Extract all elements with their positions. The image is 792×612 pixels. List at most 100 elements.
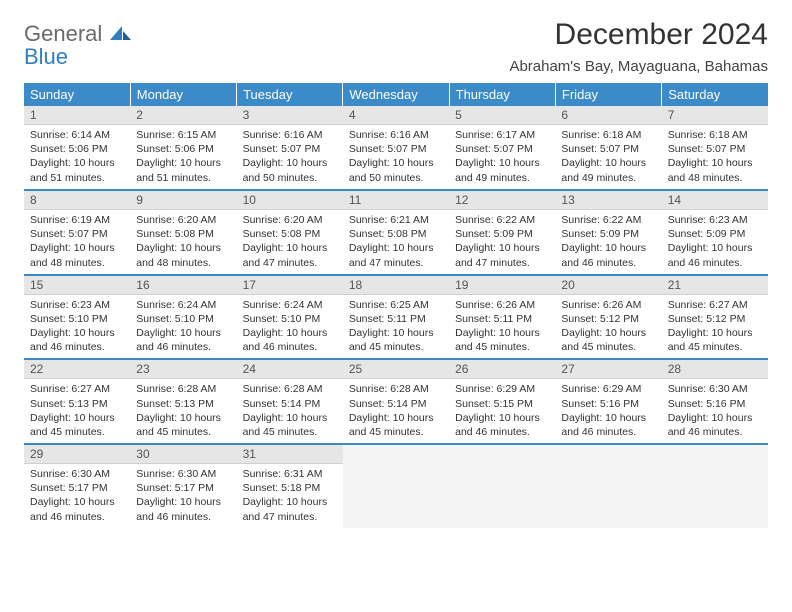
sunset-text: Sunset: 5:09 PM: [455, 227, 549, 241]
calendar-day-cell: 14Sunrise: 6:23 AMSunset: 5:09 PMDayligh…: [662, 190, 768, 275]
sunset-text: Sunset: 5:08 PM: [243, 227, 337, 241]
day-number: 2: [130, 106, 236, 125]
day-number: 16: [130, 276, 236, 295]
daylight-line1: Daylight: 10 hours: [349, 411, 443, 425]
day-details: Sunrise: 6:25 AMSunset: 5:11 PMDaylight:…: [343, 295, 449, 359]
daylight-line2: and 46 minutes.: [561, 425, 655, 439]
sunset-text: Sunset: 5:11 PM: [455, 312, 549, 326]
daylight-line2: and 45 minutes.: [349, 340, 443, 354]
day-number: 11: [343, 191, 449, 210]
daylight-line1: Daylight: 10 hours: [668, 326, 762, 340]
daylight-line1: Daylight: 10 hours: [136, 326, 230, 340]
brand-line1: General: [24, 21, 102, 46]
brand-logo: General Blue: [24, 18, 132, 68]
weekday-header: Wednesday: [343, 83, 449, 106]
sunset-text: Sunset: 5:07 PM: [668, 142, 762, 156]
sunrise-text: Sunrise: 6:29 AM: [455, 382, 549, 396]
sunrise-text: Sunrise: 6:28 AM: [349, 382, 443, 396]
day-details: Sunrise: 6:30 AMSunset: 5:17 PMDaylight:…: [24, 464, 130, 528]
day-details: Sunrise: 6:24 AMSunset: 5:10 PMDaylight:…: [237, 295, 343, 359]
day-number: 5: [449, 106, 555, 125]
sunset-text: Sunset: 5:08 PM: [136, 227, 230, 241]
daylight-line1: Daylight: 10 hours: [349, 326, 443, 340]
daylight-line2: and 47 minutes.: [243, 256, 337, 270]
daylight-line2: and 48 minutes.: [30, 256, 124, 270]
calendar-week-row: 29Sunrise: 6:30 AMSunset: 5:17 PMDayligh…: [24, 444, 768, 528]
sunset-text: Sunset: 5:06 PM: [136, 142, 230, 156]
day-number: 3: [237, 106, 343, 125]
calendar-page: General Blue December 2024 Abraham's Bay…: [0, 0, 792, 546]
daylight-line1: Daylight: 10 hours: [561, 411, 655, 425]
daylight-line1: Daylight: 10 hours: [668, 241, 762, 255]
daylight-line1: Daylight: 10 hours: [30, 495, 124, 509]
calendar-day-cell: 21Sunrise: 6:27 AMSunset: 5:12 PMDayligh…: [662, 275, 768, 360]
sunrise-text: Sunrise: 6:22 AM: [561, 213, 655, 227]
day-number: 13: [555, 191, 661, 210]
daylight-line2: and 49 minutes.: [455, 171, 549, 185]
sunrise-text: Sunrise: 6:23 AM: [668, 213, 762, 227]
brand-text: General Blue: [24, 22, 132, 68]
calendar-day-cell: 13Sunrise: 6:22 AMSunset: 5:09 PMDayligh…: [555, 190, 661, 275]
daylight-line2: and 46 minutes.: [668, 256, 762, 270]
calendar-week-row: 22Sunrise: 6:27 AMSunset: 5:13 PMDayligh…: [24, 359, 768, 444]
sunrise-text: Sunrise: 6:24 AM: [136, 298, 230, 312]
daylight-line1: Daylight: 10 hours: [30, 156, 124, 170]
weekday-header: Tuesday: [237, 83, 343, 106]
day-details: Sunrise: 6:16 AMSunset: 5:07 PMDaylight:…: [343, 125, 449, 189]
daylight-line1: Daylight: 10 hours: [136, 495, 230, 509]
sunrise-text: Sunrise: 6:25 AM: [349, 298, 443, 312]
day-details: Sunrise: 6:22 AMSunset: 5:09 PMDaylight:…: [555, 210, 661, 274]
sunset-text: Sunset: 5:17 PM: [30, 481, 124, 495]
sunset-text: Sunset: 5:09 PM: [561, 227, 655, 241]
sunset-text: Sunset: 5:08 PM: [349, 227, 443, 241]
day-details: Sunrise: 6:26 AMSunset: 5:12 PMDaylight:…: [555, 295, 661, 359]
sunset-text: Sunset: 5:13 PM: [30, 397, 124, 411]
sunrise-text: Sunrise: 6:14 AM: [30, 128, 124, 142]
day-number: 29: [24, 445, 130, 464]
calendar-header: SundayMondayTuesdayWednesdayThursdayFrid…: [24, 83, 768, 106]
day-details: Sunrise: 6:23 AMSunset: 5:09 PMDaylight:…: [662, 210, 768, 274]
daylight-line1: Daylight: 10 hours: [561, 156, 655, 170]
day-details: Sunrise: 6:31 AMSunset: 5:18 PMDaylight:…: [237, 464, 343, 528]
sunset-text: Sunset: 5:13 PM: [136, 397, 230, 411]
calendar-day-cell: 31Sunrise: 6:31 AMSunset: 5:18 PMDayligh…: [237, 444, 343, 528]
sunrise-text: Sunrise: 6:28 AM: [136, 382, 230, 396]
day-number: 27: [555, 360, 661, 379]
sunrise-text: Sunrise: 6:15 AM: [136, 128, 230, 142]
daylight-line1: Daylight: 10 hours: [349, 241, 443, 255]
sunset-text: Sunset: 5:14 PM: [349, 397, 443, 411]
daylight-line2: and 48 minutes.: [668, 171, 762, 185]
sunset-text: Sunset: 5:14 PM: [243, 397, 337, 411]
sunrise-text: Sunrise: 6:26 AM: [455, 298, 549, 312]
sunrise-text: Sunrise: 6:21 AM: [349, 213, 443, 227]
calendar-day-cell: 5Sunrise: 6:17 AMSunset: 5:07 PMDaylight…: [449, 106, 555, 190]
day-number: 4: [343, 106, 449, 125]
day-details: Sunrise: 6:27 AMSunset: 5:13 PMDaylight:…: [24, 379, 130, 443]
calendar-day-cell: 28Sunrise: 6:30 AMSunset: 5:16 PMDayligh…: [662, 359, 768, 444]
daylight-line1: Daylight: 10 hours: [30, 326, 124, 340]
day-number: 1: [24, 106, 130, 125]
sunrise-text: Sunrise: 6:20 AM: [136, 213, 230, 227]
calendar-day-cell: 30Sunrise: 6:30 AMSunset: 5:17 PMDayligh…: [130, 444, 236, 528]
sunrise-text: Sunrise: 6:30 AM: [30, 467, 124, 481]
daylight-line2: and 49 minutes.: [561, 171, 655, 185]
sunrise-text: Sunrise: 6:18 AM: [561, 128, 655, 142]
daylight-line1: Daylight: 10 hours: [30, 411, 124, 425]
daylight-line1: Daylight: 10 hours: [561, 241, 655, 255]
day-details: Sunrise: 6:21 AMSunset: 5:08 PMDaylight:…: [343, 210, 449, 274]
calendar-day-cell: 19Sunrise: 6:26 AMSunset: 5:11 PMDayligh…: [449, 275, 555, 360]
daylight-line1: Daylight: 10 hours: [136, 241, 230, 255]
daylight-line2: and 47 minutes.: [243, 510, 337, 524]
sunset-text: Sunset: 5:16 PM: [668, 397, 762, 411]
daylight-line2: and 50 minutes.: [349, 171, 443, 185]
calendar-day-cell: 1Sunrise: 6:14 AMSunset: 5:06 PMDaylight…: [24, 106, 130, 190]
daylight-line2: and 47 minutes.: [455, 256, 549, 270]
calendar-day-cell: 10Sunrise: 6:20 AMSunset: 5:08 PMDayligh…: [237, 190, 343, 275]
weekday-header: Sunday: [24, 83, 130, 106]
day-number: 28: [662, 360, 768, 379]
calendar-day-cell: 9Sunrise: 6:20 AMSunset: 5:08 PMDaylight…: [130, 190, 236, 275]
calendar-day-cell: 7Sunrise: 6:18 AMSunset: 5:07 PMDaylight…: [662, 106, 768, 190]
daylight-line2: and 46 minutes.: [136, 340, 230, 354]
sunrise-text: Sunrise: 6:30 AM: [136, 467, 230, 481]
daylight-line1: Daylight: 10 hours: [349, 156, 443, 170]
